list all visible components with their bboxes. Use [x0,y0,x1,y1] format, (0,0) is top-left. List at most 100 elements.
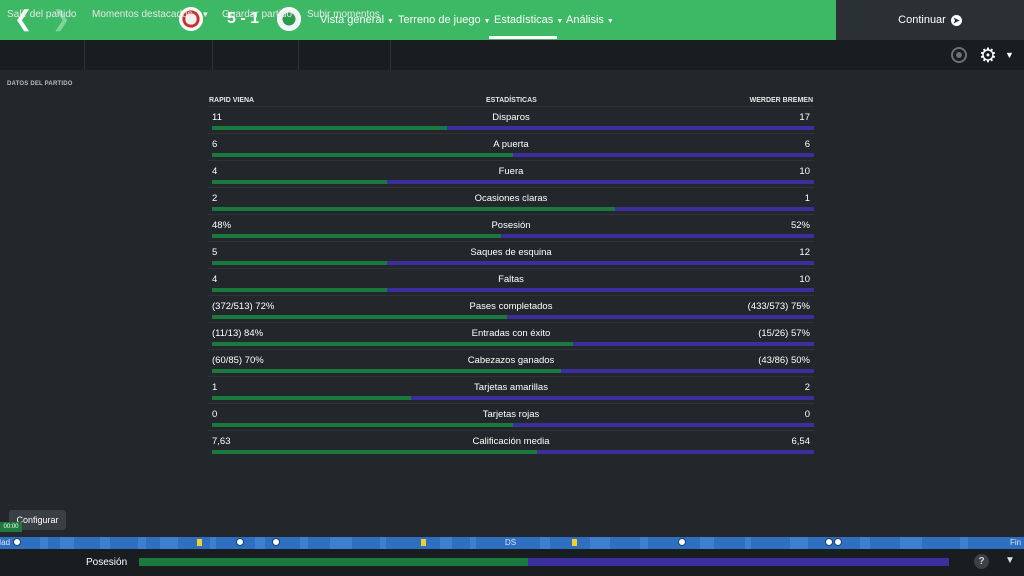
stat-bar [212,126,814,130]
match-clock: 00:00 [0,522,22,532]
exit-match-button[interactable]: Salir del partido [7,9,77,20]
stat-bar [212,423,814,427]
stat-bar [212,207,814,211]
stats-table: 11 Disparos 17 6 A puerta 6 4 Fuera 10 2 Ocasiones… [208,106,814,457]
stat-row: 4 Faltas 10 [208,268,814,295]
home-value: (372/513) 72% [212,301,275,312]
help-icon[interactable]: ? [974,554,989,569]
goal-ball-icon[interactable] [834,538,842,546]
stat-label: Tarjetas rojas [482,409,540,420]
goal-ball-icon[interactable] [236,538,244,546]
home-value: (11/13) 84% [212,328,264,339]
stat-bar [212,342,814,346]
divider [390,40,391,70]
divider [212,40,213,70]
away-value: 17 [799,112,810,123]
stat-bar-home-fill [212,315,507,319]
stat-label: Calificación media [472,436,550,447]
divider [298,40,299,70]
highlights-dropdown[interactable]: Momentos destacados ▼ [92,9,210,20]
stat-bar-home-fill [212,126,447,130]
save-match-button[interactable]: Guardar partido [222,9,293,20]
menu-vista-general[interactable]: Vista general ▼ [320,14,394,26]
stat-row: (60/85) 70% Cabezazos ganados (43/86) 50% [208,349,814,376]
stat-bar-home-fill [212,369,562,373]
home-value: 7,63 [212,436,231,447]
timeline-halftime-label: DS [505,538,517,547]
configure-button[interactable]: Configurar [9,510,66,530]
stat-bar-home-fill [212,207,616,211]
stat-label: Entradas con éxito [471,328,551,339]
stat-row: 48% Posesión 52% [208,214,814,241]
stat-label: Ocasiones claras [474,193,548,204]
stat-row: 7,63 Calificación media 6,54 [208,430,814,457]
home-team-crest-icon[interactable] [179,7,203,31]
yellow-card-icon[interactable] [197,539,202,546]
record-icon[interactable] [951,47,967,63]
active-tab-indicator [489,36,557,39]
home-value: 2 [212,193,218,204]
away-team-name: WERDER BREMEN [749,97,813,104]
stat-label: Saques de esquina [470,247,552,258]
stat-bar-home-fill [212,342,574,346]
possession-label: Posesión [86,557,128,568]
chevron-down-icon[interactable]: ▼ [1005,555,1015,566]
away-value: 6,54 [791,436,811,447]
section-title: DATOS DEL PARTIDO [7,81,73,87]
yellow-card-icon[interactable] [572,539,577,546]
stat-bar [212,180,814,184]
goal-ball-icon[interactable] [678,538,686,546]
arrow-right-icon: ➤ [950,14,962,26]
chevron-down-icon[interactable]: ▼ [1005,50,1014,60]
home-value: 1 [212,382,218,393]
sub-toolbar [0,40,1024,70]
stat-bar [212,396,814,400]
chevron-down-icon: ▼ [387,18,394,25]
home-value: (60/85) 70% [212,355,264,366]
home-value: 11 [212,112,222,123]
menu-estadisticas[interactable]: Estadísticas ▼ [494,14,564,26]
menu-analisis[interactable]: Análisis ▼ [566,14,614,26]
back-arrow-icon[interactable]: ❮ [14,6,33,31]
stat-bar [212,153,814,157]
timeline-end-label: Fin [1010,538,1022,547]
home-value: 0 [212,409,218,420]
stat-bar-home-fill [212,261,387,265]
possession-track [139,558,949,566]
stats-column-title: ESTADÍSTICAS [486,97,537,104]
goal-ball-icon[interactable] [825,538,833,546]
yellow-card-icon[interactable] [421,539,426,546]
home-value: 4 [212,166,218,177]
stat-row: 0 Tarjetas rojas 0 [208,403,814,430]
home-value: 4 [212,274,218,285]
goal-ball-icon[interactable] [272,538,280,546]
stat-bar-home-fill [212,288,387,292]
match-score: 5 - 1 [227,10,260,27]
continue-label: Continuar [898,14,946,26]
home-value: 6 [212,139,218,150]
away-team-crest-icon[interactable] [277,7,301,31]
chevron-down-icon: ▼ [556,18,564,25]
menu-terreno-de-juego[interactable]: Terreno de juego ▼ [398,14,491,26]
gear-icon[interactable]: ⚙ [979,45,997,67]
stat-bar [212,315,814,319]
away-value: 6 [804,139,810,150]
home-value: 48% [212,220,232,231]
goal-ball-icon[interactable] [13,538,21,546]
stat-bar-home-fill [212,180,387,184]
stat-row: 11 Disparos 17 [208,106,814,133]
stat-row: 5 Saques de esquina 12 [208,241,814,268]
possession-bar: Posesión ? ▼ [0,549,1024,576]
continue-button[interactable]: Continuar ➤ [836,0,1024,40]
match-timeline[interactable]: Iad DS Fin [0,537,1024,549]
stat-label: Tarjetas amarillas [474,382,548,393]
away-value: 52% [790,220,810,231]
forward-arrow-icon[interactable]: ❯ [52,6,71,31]
possession-home-fill [139,558,528,566]
stat-row: 6 A puerta 6 [208,133,814,160]
stat-row: 1 Tarjetas amarillas 2 [208,376,814,403]
away-value: 10 [799,274,810,285]
stat-bar [212,261,814,265]
upload-highlights-button[interactable]: Subir momentos [307,9,380,20]
stat-label: Faltas [498,274,524,285]
